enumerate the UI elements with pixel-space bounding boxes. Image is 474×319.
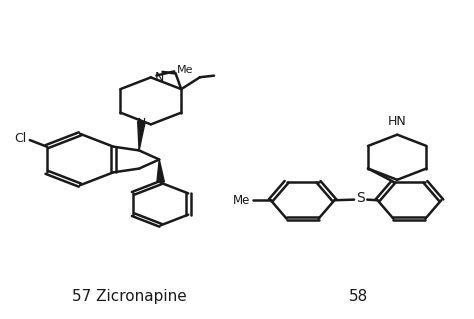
Text: HN: HN: [388, 115, 407, 128]
Text: N: N: [137, 117, 146, 130]
Text: 57 Zicronapine: 57 Zicronapine: [72, 289, 187, 304]
Text: Me: Me: [177, 64, 193, 75]
Text: Me: Me: [233, 194, 250, 207]
Text: S: S: [356, 191, 365, 205]
Text: N: N: [155, 71, 164, 84]
Text: Cl: Cl: [14, 132, 26, 145]
Polygon shape: [138, 122, 145, 151]
Text: 58: 58: [349, 289, 368, 304]
Polygon shape: [157, 160, 164, 182]
